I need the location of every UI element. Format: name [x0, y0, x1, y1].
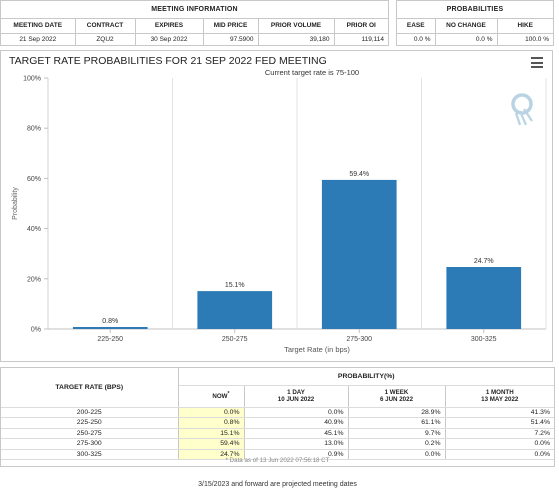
probability-group-header: PROBABILITY(%) [178, 368, 554, 386]
now-probability-cell: 0.8% [178, 417, 245, 429]
one-week-probability-cell: 0.2% [348, 438, 446, 450]
ease-value: 0.0 % [397, 33, 436, 45]
one-month-probability-cell: 7.2% [445, 428, 554, 439]
one-day-date: 10 JUN 2022 [277, 396, 315, 403]
one-month-probability-cell: 51.4% [445, 417, 554, 429]
header-ease: EASE [397, 19, 436, 34]
no-change-value: 0.0 % [435, 33, 498, 45]
one-week-column-header: 1 WEEK 6 JUN 2022 [348, 385, 446, 408]
header-hike: HIKE [497, 19, 553, 34]
probability-history-table: TARGET RATE (BPS) PROBABILITY(%) NOW* 1 … [1, 368, 554, 460]
header-mid-price: MID PRICE [203, 19, 259, 34]
one-day-probability-cell: 45.1% [244, 428, 349, 439]
bar-data-label: 15.1% [225, 282, 245, 289]
bar-data-label: 24.7% [474, 258, 494, 265]
meeting-date-value: 21 Sep 2022 [1, 33, 76, 45]
table-row: 300-325 24.7% 0.9% 0.0% 0.0% [1, 449, 554, 460]
y-tick-label: 80% [27, 126, 41, 133]
table-row: 250-275 15.1% 45.1% 9.7% 7.2% [1, 428, 554, 439]
target-rate-cell: 275-300 [1, 438, 179, 450]
header-prior-volume: PRIOR VOLUME [258, 19, 335, 34]
one-day-column-header: 1 DAY 10 JUN 2022 [244, 385, 349, 408]
chart-subtitle: Current target rate is 75-100 [265, 68, 359, 77]
probabilities-title: PROBABILITIES [397, 1, 553, 19]
header-contract: CONTRACT [75, 19, 136, 34]
prior-oi-value: 119,114 [361, 35, 384, 43]
one-week-probability-cell: 28.9% [348, 407, 446, 418]
bar-data-label: 59.4% [349, 171, 369, 178]
bar-300-325 [446, 267, 522, 329]
now-probability-cell: 15.1% [178, 428, 245, 439]
x-tick-label: 275-300 [346, 336, 372, 343]
now-column-header: NOW* [178, 385, 245, 408]
y-tick-label: 20% [27, 276, 41, 283]
target-rate-chart: TARGET RATE PROBABILITIES FOR 21 SEP 202… [9, 55, 547, 354]
meeting-information-panel: MEETING INFORMATION MEETING DATE CONTRAC… [0, 0, 389, 46]
header-expires: EXPIRES [135, 19, 204, 34]
header-meeting-date: MEETING DATE [1, 19, 76, 34]
bar-225-250 [72, 326, 148, 329]
target-rate-cell: 250-275 [1, 428, 179, 439]
y-axis-label: Probability [12, 187, 19, 220]
table-row: 225-250 0.8% 40.9% 61.1% 51.4% [1, 417, 554, 429]
one-month-probability-cell: 0.0% [445, 438, 554, 450]
x-tick-label: 250-275 [222, 336, 248, 343]
one-day-probability-cell: 0.0% [244, 407, 349, 418]
target-rate-header: TARGET RATE (BPS) [1, 368, 179, 408]
quikstrike-q-logo [511, 93, 533, 126]
one-week-date: 6 JUN 2022 [379, 396, 414, 403]
now-probability-cell: 24.7% [178, 449, 245, 460]
now-probability-cell: 59.4% [178, 438, 245, 450]
probability-history-panel: TARGET RATE (BPS) PROBABILITY(%) NOW* 1 … [0, 367, 555, 467]
one-month-probability-cell: 0.0% [445, 449, 554, 460]
probability-rows: 200-225 0.0% 0.0% 28.9% 41.3% 225-250 0.8% 40.9… [1, 407, 554, 460]
now-probability-cell: 0.0% [178, 407, 245, 418]
contract-value: ZQU2 [75, 33, 136, 45]
target-rate-cell: 300-325 [1, 449, 179, 460]
one-day-probability-cell: 40.9% [244, 417, 349, 429]
one-week-probability-cell: 61.1% [348, 417, 446, 429]
meeting-information-title: MEETING INFORMATION [1, 1, 388, 19]
one-day-probability-cell: 13.0% [244, 438, 349, 450]
target-rate-cell: 200-225 [1, 407, 179, 418]
one-month-date: 13 MAY 2022 [481, 396, 519, 403]
bar-data-label: 0.8% [102, 318, 118, 325]
target-rate-cell: 225-250 [1, 417, 179, 429]
hamburger-menu-icon[interactable] [531, 57, 543, 68]
one-month-probability-cell: 41.3% [445, 407, 554, 418]
header-no-change: NO CHANGE [435, 19, 498, 34]
one-week-probability-cell: 0.0% [348, 449, 446, 460]
bar-250-275 [197, 291, 273, 329]
probabilities-panel: PROBABILITIES EASE NO CHANGE HIKE 0.0 % … [396, 0, 554, 46]
y-tick-label: 40% [27, 226, 41, 233]
target-rate-chart-panel: TARGET RATE PROBABILITIES FOR 21 SEP 202… [0, 50, 553, 362]
prior-volume-value: 39,180 [258, 33, 335, 45]
bar-275-300 [321, 179, 397, 329]
table-row: 200-225 0.0% 0.0% 28.9% 41.3% [1, 407, 554, 418]
table-row: 275-300 59.4% 13.0% 0.2% 0.0% [1, 438, 554, 450]
hike-value: 100.0 % [525, 35, 549, 43]
mid-price-value: 97.5900 [203, 33, 259, 45]
one-week-probability-cell: 9.7% [348, 428, 446, 439]
chart-title: TARGET RATE PROBABILITIES FOR 21 SEP 202… [9, 55, 327, 67]
meeting-information-table: MEETING DATE CONTRACT EXPIRES MID PRICE … [1, 19, 388, 45]
x-axis-label: Target Rate (in bps) [284, 345, 350, 354]
y-tick-label: 100% [23, 76, 41, 83]
one-day-probability-cell: 0.9% [244, 449, 349, 460]
probabilities-table: EASE NO CHANGE HIKE 0.0 % 0.0 % 100.0 % [397, 19, 553, 45]
data-timestamp-footnote: * Data as of 13 Jun 2022 07:56:18 CT [225, 457, 330, 464]
y-tick-label: 60% [27, 176, 41, 183]
now-footnote-marker: * [227, 391, 230, 398]
x-tick-label: 300-325 [471, 336, 497, 343]
expires-value: 30 Sep 2022 [135, 33, 204, 45]
y-tick-label: 0% [31, 327, 41, 334]
x-tick-label: 225-250 [97, 336, 123, 343]
header-prior-oi: PRIOR OI [334, 19, 388, 34]
projected-dates-note: 3/15/2023 and forward are projected meet… [198, 481, 357, 488]
one-month-column-header: 1 MONTH 13 MAY 2022 [445, 385, 554, 408]
